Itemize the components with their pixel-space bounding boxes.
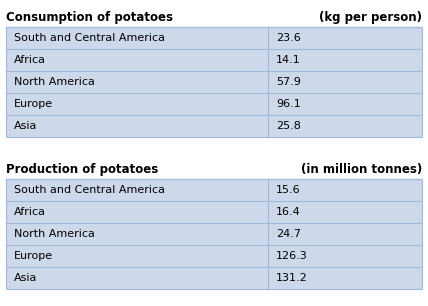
Text: Asia: Asia xyxy=(14,121,37,131)
Bar xyxy=(6,49,422,71)
Bar xyxy=(6,223,422,245)
Text: Asia: Asia xyxy=(14,273,37,283)
Text: 23.6: 23.6 xyxy=(276,33,301,43)
Bar xyxy=(6,115,422,137)
Text: 25.8: 25.8 xyxy=(276,121,301,131)
Bar xyxy=(6,179,422,201)
Text: (in million tonnes): (in million tonnes) xyxy=(301,162,422,176)
Text: South and Central America: South and Central America xyxy=(14,185,165,195)
Bar xyxy=(6,27,422,49)
Text: Europe: Europe xyxy=(14,251,53,261)
Text: 16.4: 16.4 xyxy=(276,207,301,217)
Bar xyxy=(6,71,422,93)
Text: North America: North America xyxy=(14,77,95,87)
Bar xyxy=(6,201,422,223)
Text: 131.2: 131.2 xyxy=(276,273,308,283)
Bar xyxy=(6,93,422,115)
Bar xyxy=(6,245,422,267)
Text: 126.3: 126.3 xyxy=(276,251,308,261)
Text: 24.7: 24.7 xyxy=(276,229,301,239)
Bar xyxy=(6,267,422,289)
Text: Consumption of potatoes: Consumption of potatoes xyxy=(6,11,173,24)
Text: Africa: Africa xyxy=(14,55,46,65)
Text: 15.6: 15.6 xyxy=(276,185,300,195)
Text: Production of potatoes: Production of potatoes xyxy=(6,162,158,176)
Text: 14.1: 14.1 xyxy=(276,55,301,65)
Text: 57.9: 57.9 xyxy=(276,77,301,87)
Text: Europe: Europe xyxy=(14,99,53,109)
Text: South and Central America: South and Central America xyxy=(14,33,165,43)
Text: (kg per person): (kg per person) xyxy=(319,11,422,24)
Text: North America: North America xyxy=(14,229,95,239)
Text: Africa: Africa xyxy=(14,207,46,217)
Text: 96.1: 96.1 xyxy=(276,99,301,109)
